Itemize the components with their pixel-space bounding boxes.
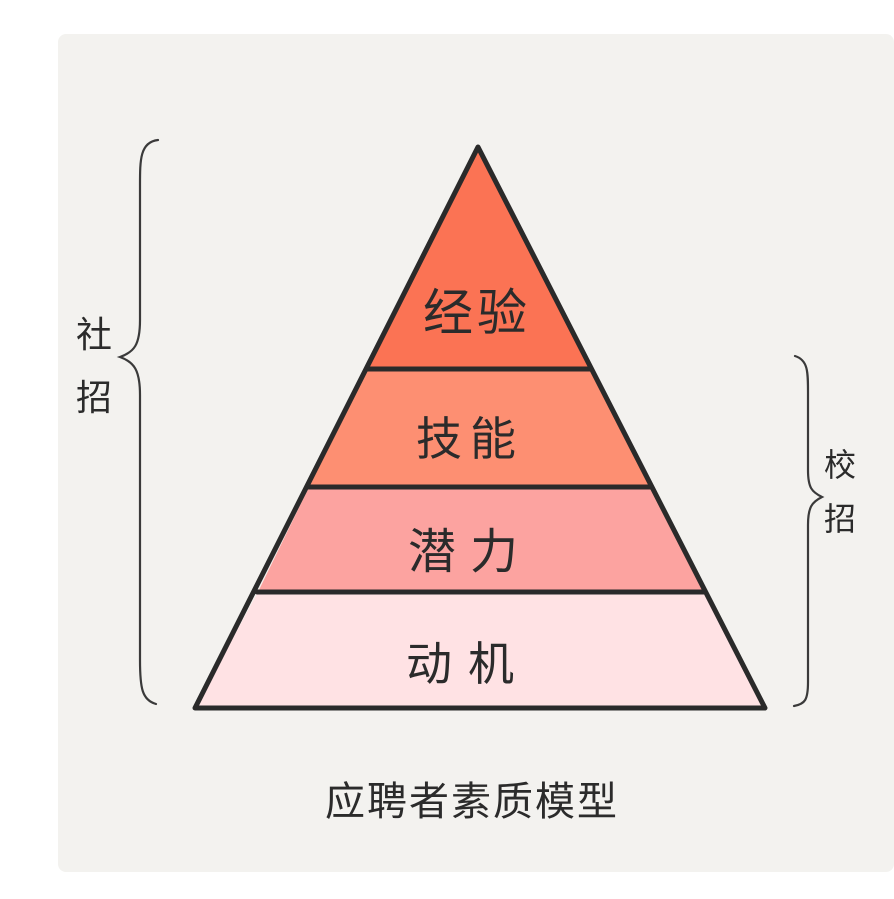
right-bracket-label-char-1: 校 <box>824 446 856 484</box>
layer-label-experience: 经验 <box>423 284 531 342</box>
diagram-caption: 应聘者素质模型 <box>325 779 619 825</box>
pyramid-outline <box>192 144 768 711</box>
pyramid-layer-experience <box>368 147 590 369</box>
pyramid-layer-motivation <box>195 592 765 708</box>
pyramid-layer-potential <box>258 487 703 592</box>
layer-label-motivation: 动机 <box>406 637 530 691</box>
layer-label-skills: 技能 <box>416 412 524 466</box>
layer-label-potential: 潜力 <box>408 524 532 580</box>
right-bracket <box>792 354 825 708</box>
left-bracket-label-char-1: 社 <box>76 315 112 356</box>
left-bracket <box>116 138 160 706</box>
left-bracket-label-char-2: 招 <box>76 378 112 419</box>
pyramid-layer-skills <box>309 369 650 487</box>
right-bracket-label-char-2: 招 <box>824 500 856 538</box>
